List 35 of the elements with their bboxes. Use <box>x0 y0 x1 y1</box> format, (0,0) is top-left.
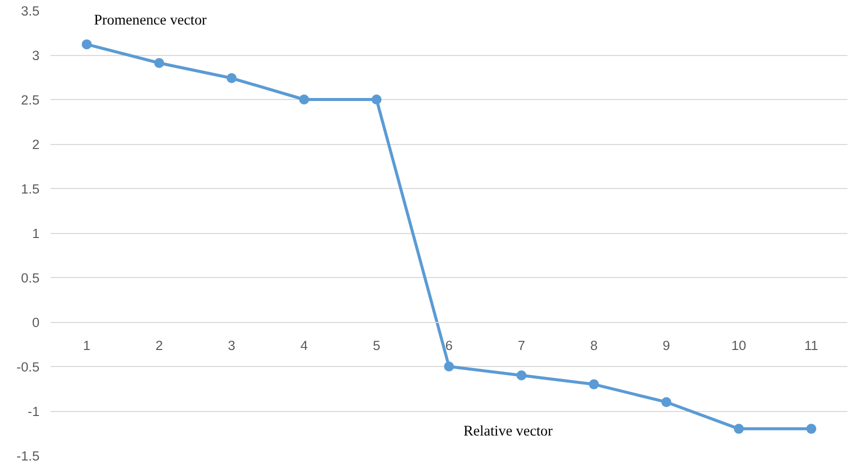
y-tick-label: 0.5 <box>20 270 40 286</box>
x-tick-label: 10 <box>731 338 746 353</box>
x-tick-label: 4 <box>300 338 308 353</box>
x-tick-label: 8 <box>590 338 598 353</box>
y-tick-label: -1 <box>28 404 40 419</box>
y-tick-label: 3.5 <box>20 4 40 18</box>
point <box>661 397 672 408</box>
x-tick-label: 7 <box>518 338 526 353</box>
point <box>734 424 744 434</box>
point <box>806 424 816 434</box>
point <box>588 379 599 390</box>
y-tick-label: 1 <box>32 226 40 241</box>
point <box>372 94 382 104</box>
x-tick-label: 11 <box>804 338 818 353</box>
x-tick-label: 9 <box>662 338 670 353</box>
y-tick-label: 2 <box>32 137 40 152</box>
x-tick-label: 2 <box>155 338 163 353</box>
annotation: Relative vector <box>463 423 553 440</box>
annotation: Promenence vector <box>94 12 207 28</box>
y-tick-label: -1.5 <box>16 448 40 464</box>
x-tick-label: 5 <box>372 338 380 353</box>
point <box>82 39 92 50</box>
point <box>444 362 454 372</box>
x-tick-label: 1 <box>83 338 90 353</box>
y-tick-label: 3 <box>32 48 40 63</box>
point <box>299 94 310 104</box>
y-tick-label: -0.5 <box>16 360 40 374</box>
y-tick-label: 1.5 <box>20 182 40 196</box>
x-tick-label: 6 <box>445 338 453 353</box>
x-tick-label: 3 <box>228 338 236 353</box>
y-tick-label: 2.5 <box>20 92 40 108</box>
point <box>226 73 237 84</box>
point <box>154 58 164 68</box>
point <box>516 370 526 380</box>
y-tick-label: 0 <box>32 315 40 330</box>
